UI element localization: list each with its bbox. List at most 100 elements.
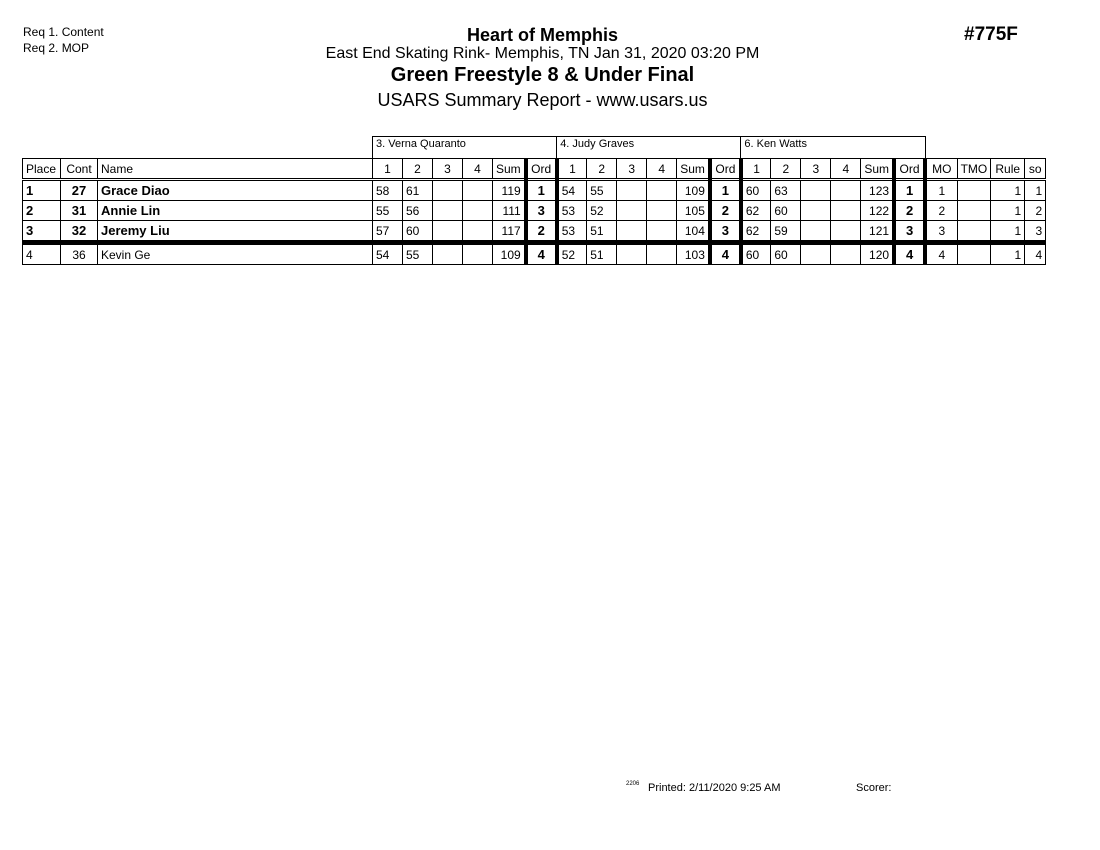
header-sum: Sum [860, 158, 895, 181]
header-name: Name [97, 158, 373, 181]
table-row: 1 27 Grace Diao 58 61 119 1 54 55 109 1 60 63 123 1 1 1 1 [22, 179, 1047, 201]
rule-cell: 1 [990, 242, 1026, 265]
so-cell: 2 [1024, 200, 1047, 221]
event-code: #775F [964, 24, 1018, 45]
header-cont: Cont [60, 158, 98, 181]
score-cell: 61 [402, 179, 433, 201]
summary-table: 3. Verna Quaranto 4. Judy Graves 6. Ken Wa… [22, 136, 1047, 265]
judge-name: 4. Judy Graves [556, 136, 742, 159]
tmo-cell [956, 200, 992, 221]
score-cell: 59 [770, 220, 802, 245]
cont-cell: 36 [60, 242, 98, 265]
blank-cell [925, 137, 1046, 159]
ordinal-cell: 3 [892, 220, 928, 245]
ordinal-cell: 1 [523, 179, 559, 201]
header-score: 4 [830, 158, 862, 181]
name-cell: Kevin Ge [97, 242, 373, 265]
tmo-cell [956, 179, 992, 201]
score-cell: 62 [740, 200, 772, 221]
ordinal-cell: 1 [892, 179, 928, 201]
score-cell [462, 179, 493, 201]
rule-cell: 1 [990, 179, 1026, 201]
score-cell [646, 179, 678, 201]
judge-name: 3. Verna Quaranto [371, 136, 558, 159]
cont-cell: 27 [60, 179, 98, 201]
sum-cell: 103 [676, 242, 711, 265]
score-cell: 52 [556, 242, 588, 265]
mo-cell: 3 [924, 220, 958, 245]
header-rule: Rule [990, 158, 1026, 181]
column-header-row: Place Cont Name 1 2 3 4 Sum Ord 1 2 3 4 Sum Ord 1 2 3 4 Sum… [22, 158, 1047, 181]
header-sum: Sum [491, 158, 527, 181]
score-cell [462, 242, 493, 265]
header-score: 3 [616, 158, 648, 181]
score-cell [432, 179, 463, 201]
ordinal-cell: 3 [707, 220, 743, 245]
cont-cell: 32 [60, 220, 98, 245]
score-cell [616, 200, 648, 221]
score-cell: 53 [556, 200, 588, 221]
score-cell: 57 [372, 220, 403, 245]
score-cell: 51 [586, 242, 618, 265]
score-cell [800, 179, 832, 201]
requirement-1: Req 1. Content [23, 25, 104, 39]
score-cell [800, 220, 832, 245]
ordinal-cell: 2 [523, 220, 559, 245]
mo-cell: 2 [924, 200, 958, 221]
header-score: 1 [556, 158, 588, 181]
header-so: so [1024, 158, 1047, 181]
score-cell [646, 200, 678, 221]
header-score: 3 [800, 158, 832, 181]
score-cell [616, 179, 648, 201]
requirement-2: Req 2. MOP [23, 41, 90, 55]
mo-cell: 4 [924, 242, 958, 265]
sum-cell: 109 [491, 242, 527, 265]
score-cell [462, 220, 493, 245]
name-cell: Grace Diao [97, 179, 373, 201]
sum-cell: 120 [860, 242, 895, 265]
header-place: Place [22, 158, 61, 181]
header-score: 2 [586, 158, 618, 181]
score-cell: 60 [740, 179, 772, 201]
score-cell [646, 242, 678, 265]
tmo-cell [956, 220, 992, 245]
name-cell: Jeremy Liu [97, 220, 373, 245]
place-cell: 4 [22, 242, 61, 265]
table-row: 3 32 Jeremy Liu 57 60 117 2 53 51 104 3 62 59 121 3 3 1 3 [22, 220, 1047, 245]
ordinal-cell: 3 [523, 200, 559, 221]
score-cell: 58 [372, 179, 403, 201]
sum-cell: 111 [491, 200, 527, 221]
ordinal-cell: 4 [892, 242, 928, 265]
sum-cell: 122 [860, 200, 895, 221]
score-cell: 62 [740, 220, 772, 245]
sum-cell: 104 [676, 220, 711, 245]
blank-cell [23, 137, 373, 159]
judge-header-row: 3. Verna Quaranto 4. Judy Graves 6. Ken Wa… [23, 136, 1046, 159]
event-title: Heart of Memphis [466, 25, 619, 45]
score-cell [830, 200, 862, 221]
so-cell: 3 [1024, 220, 1047, 245]
score-cell [830, 220, 862, 245]
header-score: 2 [402, 158, 433, 181]
sum-cell: 119 [491, 179, 527, 201]
cont-cell: 31 [60, 200, 98, 221]
sum-cell: 117 [491, 220, 527, 245]
ordinal-cell: 1 [707, 179, 743, 201]
header-ord: Ord [892, 158, 928, 181]
score-cell: 54 [372, 242, 403, 265]
score-cell [800, 200, 832, 221]
score-cell: 55 [586, 179, 618, 201]
place-cell: 1 [22, 179, 61, 201]
score-cell [646, 220, 678, 245]
mo-cell: 1 [924, 179, 958, 201]
score-cell [616, 220, 648, 245]
score-cell [830, 179, 862, 201]
score-cell: 63 [770, 179, 802, 201]
version-number: 2206 [626, 781, 640, 787]
header-mo: MO [924, 158, 958, 181]
score-cell [432, 200, 463, 221]
header-score: 4 [646, 158, 678, 181]
so-cell: 4 [1024, 242, 1047, 265]
ordinal-cell: 2 [892, 200, 928, 221]
